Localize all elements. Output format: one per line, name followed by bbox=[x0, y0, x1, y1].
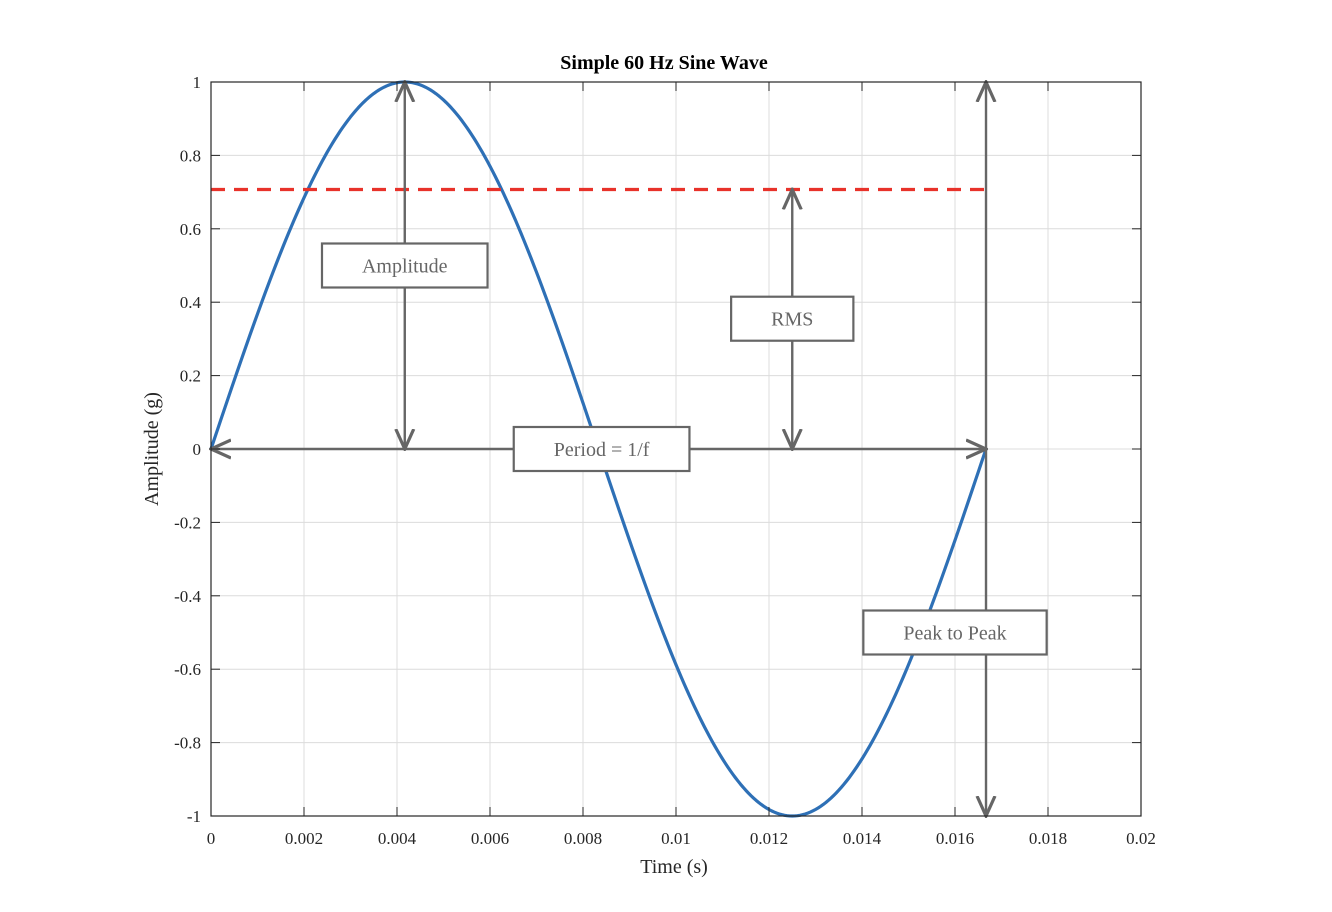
period-1-f-label: Period = 1/f bbox=[554, 439, 650, 461]
y-tick-label: 0.8 bbox=[180, 146, 201, 165]
x-tick-label: 0.006 bbox=[471, 829, 509, 848]
chart-title: Simple 60 Hz Sine Wave bbox=[560, 52, 768, 74]
x-tick-label: 0.002 bbox=[285, 829, 323, 848]
x-tick-label: 0.01 bbox=[661, 829, 691, 848]
amplitude-label-box bbox=[320, 242, 489, 289]
x-tick-label: 0.016 bbox=[936, 829, 974, 848]
y-tick-label: -0.6 bbox=[174, 660, 201, 679]
peak-to-peak-label: Peak to Peak bbox=[903, 623, 1006, 645]
ticks-layer: 0 0.002 0.004 0.006 0.008 0.01 0.012 0.014 0.016… bbox=[174, 73, 1156, 848]
y-tick-label: -1 bbox=[187, 807, 201, 826]
period-1-f-label-box bbox=[512, 425, 691, 473]
y-tick-label: 0.2 bbox=[180, 367, 201, 386]
peak-to-peak-annotation: Peak to Peak bbox=[862, 609, 1048, 656]
y-tick-label: -0.4 bbox=[174, 587, 201, 606]
y-tick-label: 0.6 bbox=[180, 220, 201, 239]
amplitude-label: Amplitude bbox=[362, 256, 448, 278]
y-tick-label: 0.4 bbox=[180, 293, 202, 312]
x-axis-label: Time (s) bbox=[640, 856, 708, 878]
x-tick-label: 0.018 bbox=[1029, 829, 1067, 848]
annotation-layer: Amplitude RMS Period = 1/f Peak to Peak bbox=[211, 82, 1048, 816]
rms-annotation: RMS bbox=[730, 295, 855, 342]
amplitude-annotation: Amplitude bbox=[320, 242, 489, 289]
y-axis-label: Amplitude (g) bbox=[141, 392, 163, 506]
x-tick-label: 0.008 bbox=[564, 829, 602, 848]
y-tick-label: -0.8 bbox=[174, 734, 201, 753]
x-tick-label: 0.004 bbox=[378, 829, 417, 848]
x-tick-label: 0.012 bbox=[750, 829, 788, 848]
peak-to-peak-label-box bbox=[862, 609, 1048, 656]
x-tick-label: 0.02 bbox=[1126, 829, 1156, 848]
y-tick-label: -0.2 bbox=[174, 513, 201, 532]
y-tick-label: 0 bbox=[193, 440, 202, 459]
x-tick-label: 0.014 bbox=[843, 829, 882, 848]
period-1-f-annotation: Period = 1/f bbox=[512, 425, 691, 473]
x-tick-label: 0 bbox=[207, 829, 216, 848]
rms-label: RMS bbox=[771, 309, 813, 331]
y-tick-label: 1 bbox=[193, 73, 202, 92]
rms-label-box bbox=[730, 295, 855, 342]
